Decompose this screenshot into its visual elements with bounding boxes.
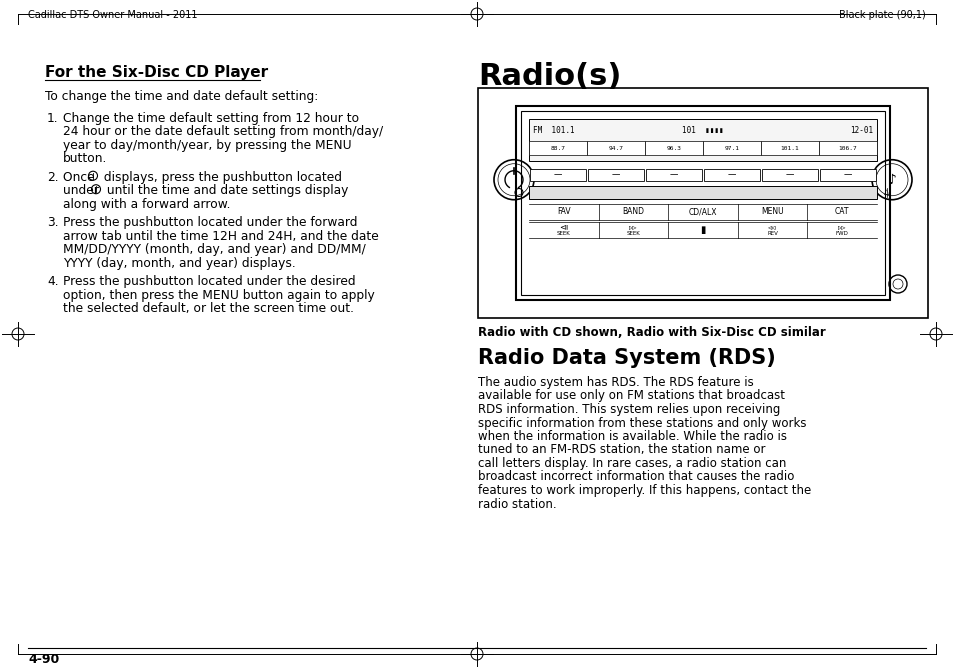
Text: —: — bbox=[785, 170, 793, 180]
Text: MENU: MENU bbox=[760, 208, 783, 216]
Text: 12-01: 12-01 bbox=[849, 126, 872, 135]
Bar bbox=[760, 141, 818, 155]
Text: button.: button. bbox=[63, 152, 108, 166]
Text: when the information is available. While the radio is: when the information is available. While… bbox=[477, 430, 786, 443]
Text: tuned to an FM-RDS station, the station name or: tuned to an FM-RDS station, the station … bbox=[477, 444, 764, 456]
Text: along with a forward arrow.: along with a forward arrow. bbox=[63, 198, 231, 211]
Text: 4.: 4. bbox=[47, 275, 58, 289]
Text: 94.7: 94.7 bbox=[608, 146, 623, 150]
Text: call letters display. In rare cases, a radio station can: call letters display. In rare cases, a r… bbox=[477, 457, 785, 470]
Text: Press the pushbutton located under the forward: Press the pushbutton located under the f… bbox=[63, 216, 357, 230]
Bar bbox=[703, 169, 760, 181]
Text: SEEK: SEEK bbox=[626, 232, 639, 236]
Text: For the Six-Disc CD Player: For the Six-Disc CD Player bbox=[45, 65, 268, 80]
Bar bbox=[761, 169, 817, 181]
Text: broadcast incorrect information that causes the radio: broadcast incorrect information that cau… bbox=[477, 470, 794, 484]
Text: ▹▹: ▹▹ bbox=[837, 222, 845, 232]
Text: until the time and date settings display: until the time and date settings display bbox=[103, 184, 348, 198]
Text: option, then press the MENU button again to apply: option, then press the MENU button again… bbox=[63, 289, 375, 302]
Text: △: △ bbox=[883, 190, 889, 196]
Text: To change the time and date default setting:: To change the time and date default sett… bbox=[45, 90, 318, 103]
Text: year to day/month/year, by pressing the MENU: year to day/month/year, by pressing the … bbox=[63, 139, 352, 152]
Text: —: — bbox=[727, 170, 736, 180]
Text: 3.: 3. bbox=[47, 216, 58, 230]
Text: Radio(s): Radio(s) bbox=[477, 62, 620, 91]
Text: FWD: FWD bbox=[835, 232, 848, 236]
Text: —: — bbox=[842, 170, 851, 180]
Text: —: — bbox=[554, 170, 561, 180]
Text: CAT: CAT bbox=[834, 208, 848, 216]
Text: The audio system has RDS. The RDS feature is: The audio system has RDS. The RDS featur… bbox=[477, 376, 753, 389]
Bar bbox=[529, 141, 586, 155]
Bar bbox=[529, 186, 876, 199]
Text: features to work improperly. If this happens, contact the: features to work improperly. If this hap… bbox=[477, 484, 810, 497]
Text: YYYY (day, month, and year) displays.: YYYY (day, month, and year) displays. bbox=[63, 257, 295, 270]
Bar bbox=[530, 169, 585, 181]
Text: Radio with CD shown, Radio with Six-Disc CD similar: Radio with CD shown, Radio with Six-Disc… bbox=[477, 326, 825, 339]
Text: 2.: 2. bbox=[47, 171, 58, 184]
Text: ▮: ▮ bbox=[700, 225, 705, 235]
Text: 106.7: 106.7 bbox=[838, 146, 857, 150]
Text: MM/DD/YYYY (month, day, and year) and DD/MM/: MM/DD/YYYY (month, day, and year) and DD… bbox=[63, 244, 365, 257]
Text: 97.1: 97.1 bbox=[723, 146, 739, 150]
Bar bbox=[587, 169, 643, 181]
Text: specific information from these stations and only works: specific information from these stations… bbox=[477, 417, 805, 430]
Bar bbox=[586, 141, 644, 155]
Bar bbox=[644, 141, 702, 155]
Text: the selected default, or let the screen time out.: the selected default, or let the screen … bbox=[63, 303, 354, 315]
Text: Radio Data System (RDS): Radio Data System (RDS) bbox=[477, 348, 775, 368]
Bar bbox=[702, 141, 760, 155]
Bar bbox=[818, 141, 876, 155]
Text: Cadillac DTS Owner Manual - 2011: Cadillac DTS Owner Manual - 2011 bbox=[28, 10, 197, 20]
Text: arrow tab until the time 12H and 24H, and the date: arrow tab until the time 12H and 24H, an… bbox=[63, 230, 378, 243]
Text: ◃◃: ◃◃ bbox=[767, 222, 776, 232]
Bar bbox=[516, 106, 889, 300]
Text: BAND: BAND bbox=[621, 208, 643, 216]
Text: 96.3: 96.3 bbox=[666, 146, 680, 150]
Text: REV: REV bbox=[766, 232, 778, 236]
Text: CD/ALX: CD/ALX bbox=[688, 208, 717, 216]
Text: SEEK: SEEK bbox=[557, 232, 570, 236]
Text: ⧏: ⧏ bbox=[559, 222, 567, 232]
Text: 4-90: 4-90 bbox=[28, 653, 59, 666]
Text: displays, press the pushbutton located: displays, press the pushbutton located bbox=[100, 171, 341, 184]
Text: radio station.: radio station. bbox=[477, 498, 556, 510]
Text: 88.7: 88.7 bbox=[550, 146, 565, 150]
Text: Black plate (90,1): Black plate (90,1) bbox=[839, 10, 925, 20]
Text: under: under bbox=[63, 184, 103, 198]
Text: ▹▹: ▹▹ bbox=[628, 222, 637, 232]
Text: 1.: 1. bbox=[47, 112, 58, 125]
Text: FM  101.1: FM 101.1 bbox=[533, 126, 574, 135]
Text: RDS information. This system relies upon receiving: RDS information. This system relies upon… bbox=[477, 403, 780, 416]
Bar bbox=[520, 111, 884, 295]
Text: available for use only on FM stations that broadcast: available for use only on FM stations th… bbox=[477, 389, 784, 403]
Text: Press the pushbutton located under the desired: Press the pushbutton located under the d… bbox=[63, 275, 355, 289]
Text: —: — bbox=[611, 170, 619, 180]
Text: Once: Once bbox=[63, 171, 98, 184]
Text: ♪: ♪ bbox=[886, 173, 896, 187]
Bar bbox=[820, 169, 875, 181]
Bar bbox=[529, 119, 876, 161]
Bar bbox=[645, 169, 701, 181]
Text: Change the time default setting from 12 hour to: Change the time default setting from 12 … bbox=[63, 112, 358, 125]
Text: FAV: FAV bbox=[557, 208, 570, 216]
Text: 101  ▮▮▮▮: 101 ▮▮▮▮ bbox=[681, 126, 723, 135]
Text: 24 hour or the date default setting from month/day/: 24 hour or the date default setting from… bbox=[63, 126, 383, 138]
Text: 101.1: 101.1 bbox=[780, 146, 799, 150]
Text: —: — bbox=[669, 170, 678, 180]
Bar bbox=[477, 88, 927, 318]
